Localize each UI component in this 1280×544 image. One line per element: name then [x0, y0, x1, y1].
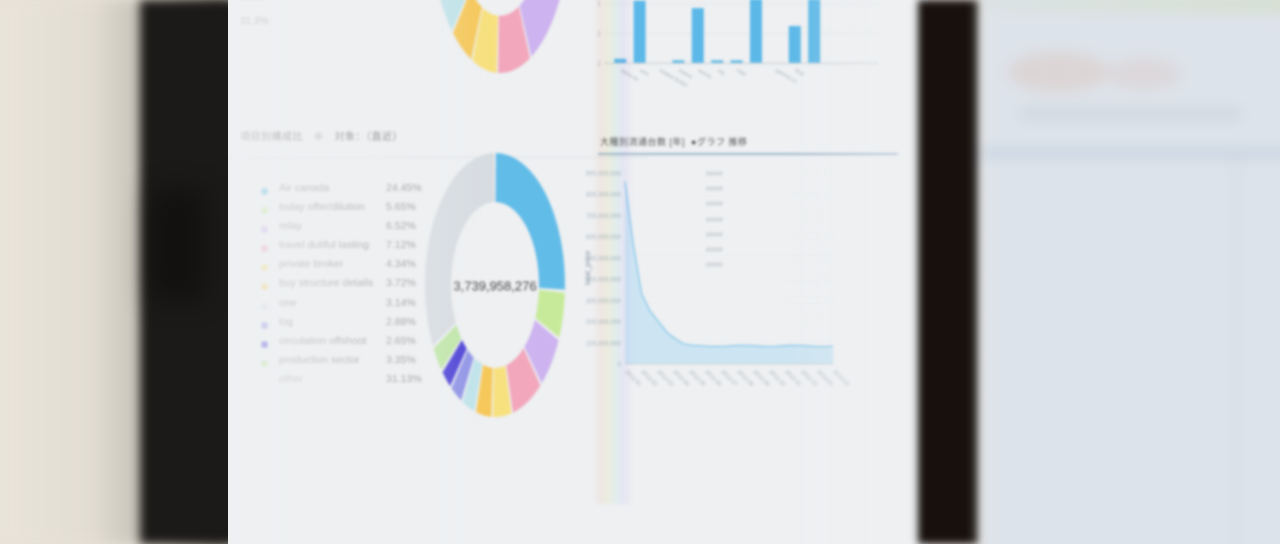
- svg-text:700,000,000: 700,000,000: [586, 213, 622, 220]
- svg-text:800,000,000: 800,000,000: [586, 192, 622, 199]
- svg-text:2012-07: 2012-07: [720, 369, 739, 388]
- svg-text:2012-04: 2012-04: [672, 369, 691, 388]
- svg-text:2012-05: 2012-05: [688, 369, 707, 388]
- svg-text:2012-03: 2012-03: [656, 369, 675, 388]
- svg-text:2012-09: 2012-09: [752, 369, 771, 388]
- svg-text:2012-08: 2012-08: [736, 369, 755, 388]
- svg-text:600,000,000: 600,000,000: [586, 234, 622, 241]
- svg-text:40: 40: [598, 0, 601, 9]
- svg-text:final: final: [794, 68, 805, 78]
- svg-text:alpha inc: alpha inc: [619, 68, 640, 83]
- svg-text:300,000,000: 300,000,000: [586, 298, 622, 305]
- svg-text:0: 0: [598, 59, 601, 68]
- svg-text:0: 0: [617, 362, 621, 369]
- svg-text:total: total: [736, 68, 747, 78]
- svg-text:2013-02: 2013-02: [832, 369, 851, 388]
- svg-text:2012-12: 2012-12: [800, 369, 819, 388]
- svg-text:acts: acts: [639, 68, 650, 78]
- svg-text:900,000,000: 900,000,000: [586, 171, 622, 178]
- svg-text:200,000,000: 200,000,000: [586, 319, 622, 326]
- svg-text:2013-01: 2013-01: [816, 369, 835, 388]
- svg-text:2012-06: 2012-06: [704, 369, 723, 388]
- svg-text:city: city: [716, 68, 726, 77]
- svg-text:aurora: aurora: [697, 68, 713, 81]
- svg-text:3,739,958,276: 3,739,958,276: [453, 278, 536, 293]
- svg-text:2012-01: 2012-01: [624, 369, 643, 388]
- svg-text:2012-10: 2012-10: [768, 369, 787, 388]
- svg-text:20: 20: [598, 29, 601, 38]
- svg-text:total_price: total_price: [583, 251, 592, 286]
- svg-text:100,000,000: 100,000,000: [586, 340, 622, 347]
- svg-text:2012-02: 2012-02: [640, 369, 659, 388]
- svg-text:2012-11: 2012-11: [784, 369, 802, 387]
